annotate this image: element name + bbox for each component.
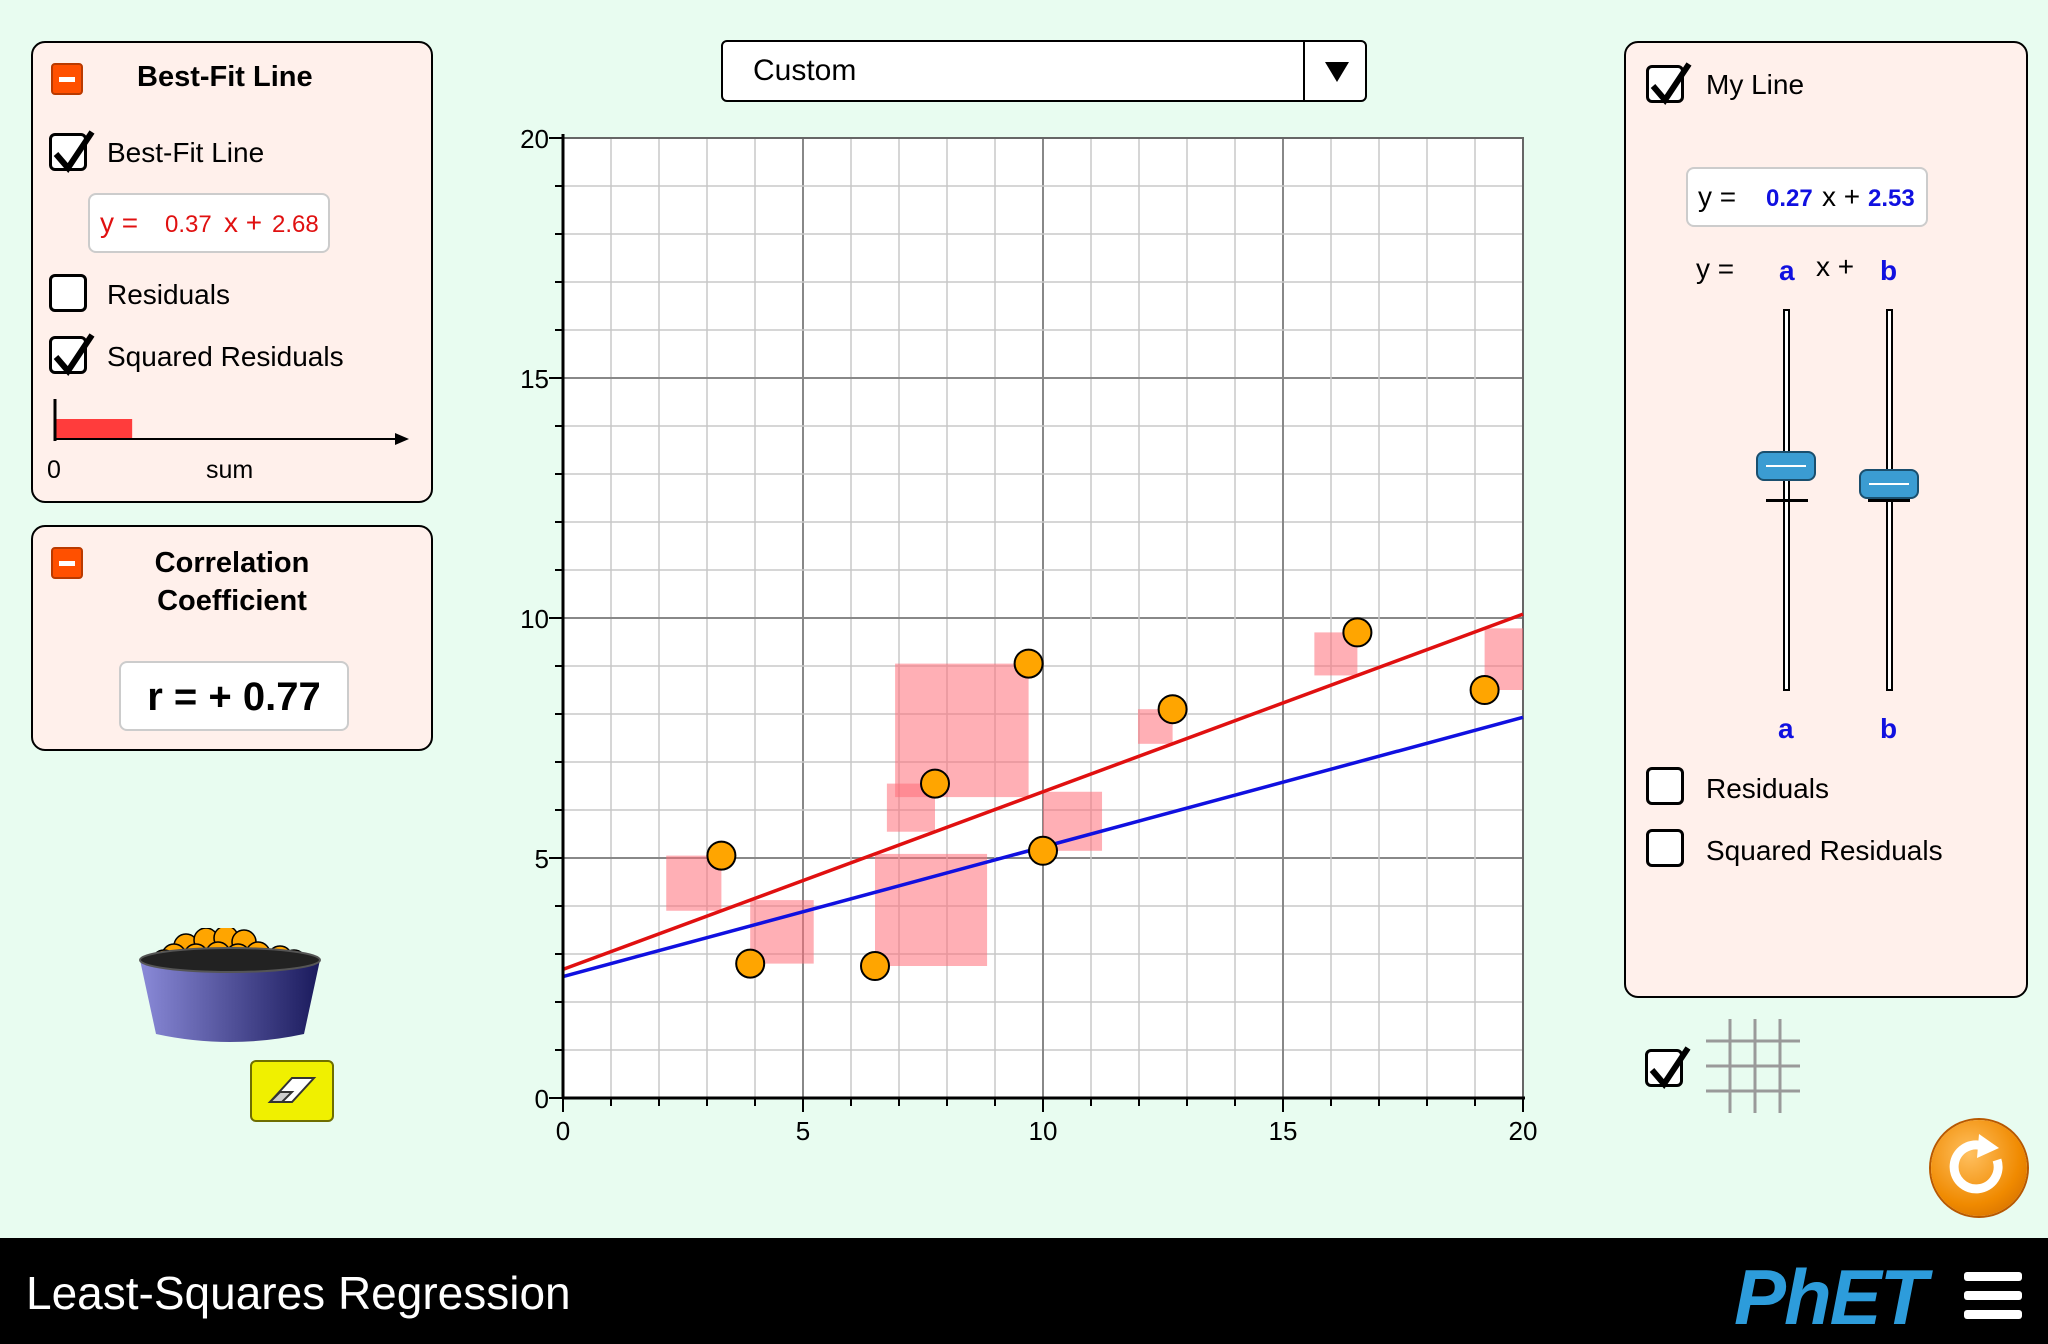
data-point[interactable] xyxy=(860,951,890,981)
checkmark-icon xyxy=(53,333,95,376)
point-bucket[interactable] xyxy=(134,928,324,1048)
menu-icon[interactable] xyxy=(1964,1272,2022,1320)
slider-a-thumb[interactable] xyxy=(1756,451,1816,481)
grid-checkbox[interactable] xyxy=(1645,1046,1691,1089)
sum-zero-label: 0 xyxy=(47,456,61,484)
my-squared-residuals-label: Squared Residuals xyxy=(1706,835,1943,866)
correlation-panel: Correlation Coefficient r = + 0.77 xyxy=(31,525,433,751)
dataset-combo-box[interactable]: Custom xyxy=(721,40,1367,102)
my-line-intercept: 2.53 xyxy=(1868,185,1915,212)
squared-residual-square xyxy=(875,853,988,966)
best-fit-intercept: 2.68 xyxy=(272,211,319,238)
best-fit-line-label: Best-Fit Line xyxy=(107,137,265,168)
x-tick-label: 15 xyxy=(1269,1116,1298,1146)
equation-x-plus: x + xyxy=(1822,181,1861,212)
slider-header-prefix: y = xyxy=(1696,253,1735,284)
data-point[interactable] xyxy=(706,840,737,871)
correlation-value: r = + 0.77 xyxy=(147,675,321,719)
squared-residuals-checkbox[interactable] xyxy=(49,333,95,376)
checkmark-icon xyxy=(1650,62,1692,105)
phet-logo-text: PhET xyxy=(1734,1253,1927,1341)
sum-of-squares-bar xyxy=(53,399,409,445)
dataset-selected: Custom xyxy=(753,54,857,87)
slider-header-b: b xyxy=(1880,255,1898,286)
best-fit-equation: y = 0.37 x + 2.68 xyxy=(88,193,330,253)
my-residuals-checkbox[interactable] xyxy=(1646,767,1684,805)
equation-prefix: y = xyxy=(1698,181,1737,212)
collapse-correlation-panel-button[interactable] xyxy=(51,547,83,579)
best-fit-line xyxy=(562,612,1524,972)
combo-divider xyxy=(1303,42,1305,100)
best-fit-line-checkbox[interactable] xyxy=(49,130,95,173)
best-fit-panel: Best-Fit Line Best-Fit Line y = 0.37 x +… xyxy=(31,41,433,503)
slider-b-label: b xyxy=(1880,713,1898,744)
my-line-label: My Line xyxy=(1706,69,1805,100)
grid-icon xyxy=(1706,1019,1800,1113)
y-tick-label: 20 xyxy=(520,124,549,154)
best-fit-slope: 0.37 xyxy=(165,211,212,238)
navigation-bar: Least-Squares Regression PhET xyxy=(0,1238,2048,1344)
collapse-best-fit-panel-button[interactable] xyxy=(51,63,83,95)
data-point[interactable] xyxy=(1028,835,1058,866)
slider-a-zero-tick xyxy=(1766,499,1808,502)
data-point[interactable] xyxy=(735,948,766,979)
data-point[interactable] xyxy=(1013,648,1044,679)
equation-prefix: y = xyxy=(100,207,139,238)
correlation-title-line1: Correlation xyxy=(154,547,310,579)
slider-header-x-plus: x + xyxy=(1816,251,1855,282)
data-point[interactable] xyxy=(1157,694,1188,725)
scatter-plot[interactable]: 0 5 10 15 20 0 5 10 15 20 xyxy=(0,0,1600,1150)
checkmark-icon xyxy=(53,130,95,173)
x-tick-label: 0 xyxy=(556,1116,570,1146)
x-tick-label: 5 xyxy=(796,1116,810,1146)
data-point[interactable] xyxy=(1469,675,1500,705)
reset-all-button[interactable] xyxy=(1931,1120,2027,1216)
residuals-checkbox[interactable] xyxy=(49,274,87,312)
squared-residual-square xyxy=(895,663,1029,798)
data-point[interactable] xyxy=(1342,617,1373,648)
slider-header-a: a xyxy=(1779,255,1795,286)
eraser-button[interactable] xyxy=(250,1060,334,1122)
y-tick-label: 10 xyxy=(520,604,549,634)
squared-residuals-label: Squared Residuals xyxy=(107,341,344,372)
x-tick-label: 10 xyxy=(1029,1116,1058,1146)
chevron-down-icon xyxy=(1325,62,1349,82)
my-line-equation: y = 0.27 x + 2.53 xyxy=(1686,167,1928,227)
y-tick-label: 0 xyxy=(535,1084,549,1114)
y-tick-label: 15 xyxy=(520,364,549,394)
data-point[interactable] xyxy=(920,768,950,799)
my-residuals-label: Residuals xyxy=(1706,773,1829,804)
correlation-title-line2: Coefficient xyxy=(157,585,307,617)
sum-bar-fill xyxy=(56,419,133,439)
equation-x-plus: x + xyxy=(224,207,263,238)
x-tick-label: 20 xyxy=(1509,1116,1538,1146)
best-fit-panel-title: Best-Fit Line xyxy=(137,61,313,93)
slider-b-thumb[interactable] xyxy=(1859,469,1919,499)
residuals-label: Residuals xyxy=(107,279,230,310)
slider-a-label: a xyxy=(1778,713,1794,744)
reset-icon xyxy=(1949,1134,2003,1194)
sum-label: sum xyxy=(206,456,254,484)
correlation-value-box: r = + 0.77 xyxy=(119,661,349,731)
eraser-icon xyxy=(267,1077,317,1103)
phet-logo[interactable]: PhET xyxy=(1732,1253,1932,1341)
y-tick-label: 5 xyxy=(535,844,549,874)
slider-b-zero-tick xyxy=(1868,499,1910,502)
my-line-checkbox[interactable] xyxy=(1646,62,1692,105)
my-line-slope: 0.27 xyxy=(1766,185,1813,212)
checkmark-icon xyxy=(1649,1046,1691,1089)
my-squared-residuals-checkbox[interactable] xyxy=(1646,829,1684,867)
my-line-panel: My Line y = 0.27 x + 2.53 y = a x + b a … xyxy=(1624,41,2028,998)
sim-title: Least-Squares Regression xyxy=(26,1267,571,1319)
